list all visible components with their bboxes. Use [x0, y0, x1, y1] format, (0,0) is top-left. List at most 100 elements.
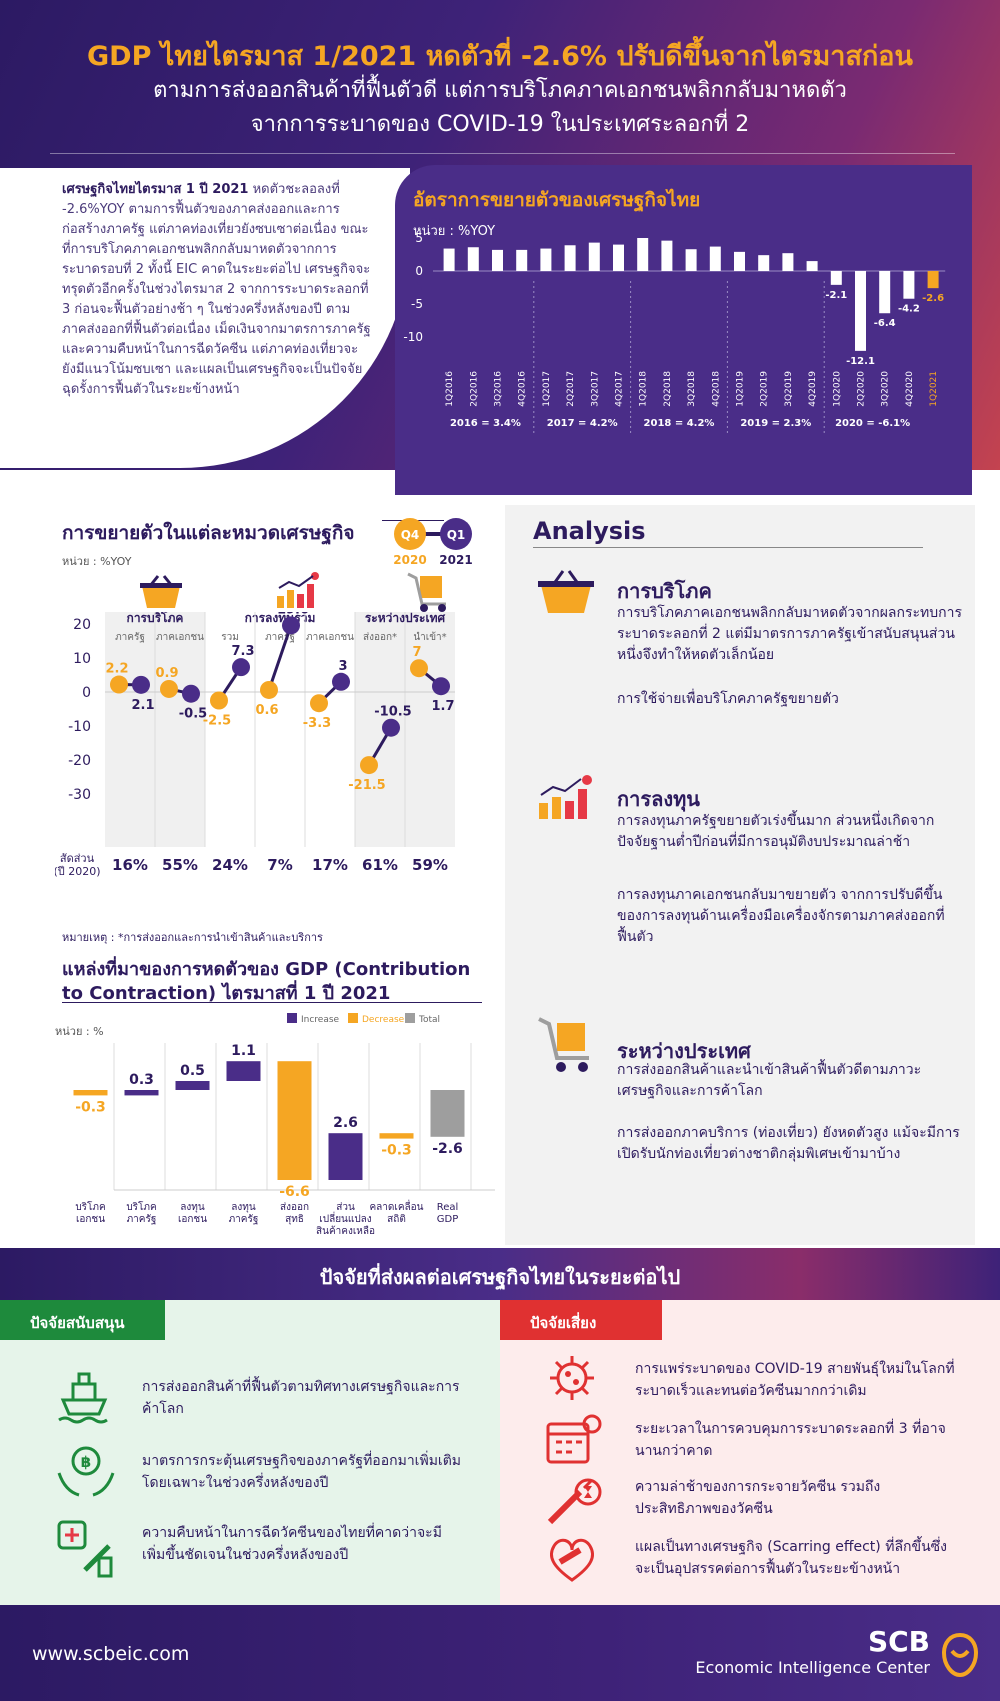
analysis-panel: Analysis การบริโภค การบริโภคภาคเอกชนพลิก…: [505, 505, 975, 1245]
gdp-bar: [782, 253, 794, 271]
gdp-x-tick: 3Q2016: [494, 371, 504, 407]
gdp-bar: [806, 261, 818, 271]
sector-q4-point: [110, 675, 128, 694]
contrib-legend-label: Increase: [301, 1015, 340, 1025]
contrib-value-label: -6.6: [279, 1184, 310, 1200]
sector-q1-label: -10.5: [374, 705, 411, 720]
contrib-value-label: -0.3: [75, 1099, 106, 1115]
gdp-annual-label: 2020 = -6.1%: [835, 418, 910, 429]
risk-factors-panel: ปัจจัยเสี่ยง การแพร่ระบาดของ COVID-19 สา…: [500, 1300, 1000, 1605]
sector-category-label: ภาครัฐ: [115, 632, 145, 643]
gdp-x-tick: 3Q2017: [590, 371, 600, 407]
brand-subtitle: Economic Intelligence Center: [695, 1658, 930, 1677]
sector-q1-point: [232, 658, 250, 677]
gdp-value-label: -2.6: [922, 293, 944, 304]
sector-q1-label: -0.5: [179, 707, 207, 722]
gdp-annual-label: 2017 = 4.2%: [547, 418, 618, 429]
gdp-value-label: -4.2: [898, 304, 920, 315]
gdp-bar: [516, 249, 528, 271]
sector-chart-title: การขยายตัวในแต่ละหมวดเศรษฐกิจ: [62, 522, 355, 544]
sector-share-value: 59%: [412, 856, 448, 874]
contrib-bar: [277, 1061, 312, 1180]
sector-share-value: 55%: [162, 856, 198, 874]
gdp-bar: [879, 271, 891, 314]
sector-q1-point: [332, 672, 350, 691]
gdp-x-tick: 4Q2019: [808, 371, 818, 407]
share-label-2: (ปี 2020): [55, 865, 101, 878]
factors-title: ปัจจัยที่ส่งผลต่อเศรษฐกิจไทยในระยะต่อไป: [319, 1265, 681, 1289]
page-subtitle-2: จากการระบาดของ COVID-19 ในประเทศระลอกที่…: [250, 112, 750, 137]
gdp-chart-title: อัตราการขยายตัวของเศรษฐกิจไทย: [413, 189, 701, 211]
contrib-category-label: Real: [437, 1202, 459, 1213]
gdp-bar: [637, 238, 649, 271]
q4-year: 2020: [393, 553, 426, 566]
factors-band: ปัจจัยที่ส่งผลต่อเศรษฐกิจไทยในระยะต่อไป: [0, 1248, 1000, 1300]
ship-icon: [58, 1372, 108, 1424]
sector-q1-point: [182, 684, 200, 703]
page-title: GDP ไทยไตรมาส 1/2021 หดตัวที่ -2.6% ปรับ…: [87, 41, 913, 72]
sector-q4-label: -2.5: [203, 714, 231, 729]
gdp-chart-unit: หน่วย : %YOY: [413, 224, 496, 239]
share-label-1: สัดส่วน: [60, 852, 95, 865]
website-link[interactable]: www.scbeic.com: [32, 1643, 190, 1665]
risk-item-1: การแพร่ระบาดของ COVID-19 สายพันธุ์ใหม่ใน…: [635, 1361, 955, 1399]
investment-para-2: การลงทุนภาคเอกชนกลับมาขยายตัว จากการปรับ…: [617, 887, 945, 945]
contrib-category-label: ลงทุน: [231, 1202, 256, 1213]
risk-item-2: ระยะเวลาในการควบคุมการระบาดระลอกที่ 3 ที…: [635, 1421, 946, 1459]
international-para-2: การส่งออกภาคบริการ (ท่องเที่ยว) ยังหดตัว…: [617, 1125, 960, 1162]
contrib-title-2: to Contraction) ไตรมาสที่ 1 ปี 2021: [62, 983, 391, 1004]
svg-text:฿: ฿: [81, 1453, 91, 1471]
contrib-bar: [73, 1090, 108, 1096]
q4-label: Q4: [401, 528, 420, 542]
gdp-x-tick: 3Q2018: [687, 371, 697, 407]
contrib-value-label: 1.1: [231, 1043, 256, 1059]
vaccine-icon: [57, 1520, 113, 1578]
consumption-heading: การบริโภค: [617, 579, 712, 603]
gdp-bar: [685, 249, 697, 271]
contrib-value-label: 0.5: [180, 1063, 205, 1079]
contrib-category-label: ส่งออก: [280, 1202, 309, 1213]
sector-category-label: ภาครัฐ: [265, 632, 295, 643]
gdp-bar: [540, 248, 552, 271]
investment-chart-icon: [277, 572, 319, 608]
support-tag: ปัจจัยสนับสนุน: [0, 1300, 165, 1340]
gdp-bar: [613, 244, 624, 271]
sector-q1-point: [132, 675, 150, 694]
gdp-bar: [661, 240, 673, 271]
brand-block: SCB Economic Intelligence Center: [695, 1625, 930, 1677]
bandaged-heart-icon: [549, 1538, 595, 1582]
sector-q4-point: [360, 756, 378, 775]
sector-connector: [267, 624, 293, 691]
contrib-bar: [379, 1133, 414, 1139]
sector-category-label: ส่งออก*: [363, 632, 397, 643]
gdp-bar: [443, 248, 455, 271]
sector-y-tick: 20: [73, 617, 91, 633]
support-factors-panel: ปัจจัยสนับสนุน การส่งออกสินค้าที่ฟื้นตัว…: [0, 1300, 500, 1605]
contrib-category-label: คลาดเคลื่อน: [369, 1199, 423, 1213]
scb-logo-icon: [941, 1632, 979, 1678]
intro-text: เศรษฐกิจไทยไตรมาส 1 ปี 2021 หดตัวชะลอลงท…: [62, 180, 372, 400]
coin-hands-icon: ฿: [57, 1446, 115, 1497]
support-item-1: การส่งออกสินค้าที่ฟื้นตัวตามทิศทางเศรษฐก…: [142, 1379, 460, 1417]
contrib-category-label: เอกชน: [178, 1214, 207, 1225]
gdp-x-tick: 1Q2018: [639, 371, 649, 407]
gdp-x-tick: 2Q2020: [857, 371, 867, 407]
sector-category-label: ภาคเอกชน: [156, 632, 204, 643]
contrib-legend-label: Decrease: [362, 1015, 405, 1025]
consumption-para-1: การบริโภคภาคเอกชนพลิกกลับมาหดตัวจากผลกระ…: [617, 605, 962, 663]
sector-chart-unit: หน่วย : %YOY: [62, 555, 132, 568]
consumption-para-2: การใช้จ่ายเพื่อบริโภคภาครัฐขยายตัว: [617, 691, 839, 707]
gdp-x-tick: 1Q2016: [445, 371, 455, 407]
sector-q1-point: [432, 677, 450, 696]
sector-share-value: 24%: [212, 856, 248, 874]
sector-chart: การบริโภค การลงทุนรวม ระหว่างประเทศภาครัฐภ…: [55, 612, 455, 878]
gdp-x-tick: 4Q2016: [518, 371, 528, 407]
contrib-legend-swatch: [348, 1013, 358, 1023]
gdp-x-tick: 2Q2017: [566, 371, 576, 407]
gdp-bar: [709, 246, 721, 271]
sector-q4-point: [310, 694, 328, 713]
contrib-category-label: สินค้าคงเหลือ: [316, 1225, 375, 1237]
sector-q4-point: [260, 680, 278, 699]
gdp-bar: [467, 247, 479, 271]
sector-q4-label: 0.6: [255, 703, 278, 718]
